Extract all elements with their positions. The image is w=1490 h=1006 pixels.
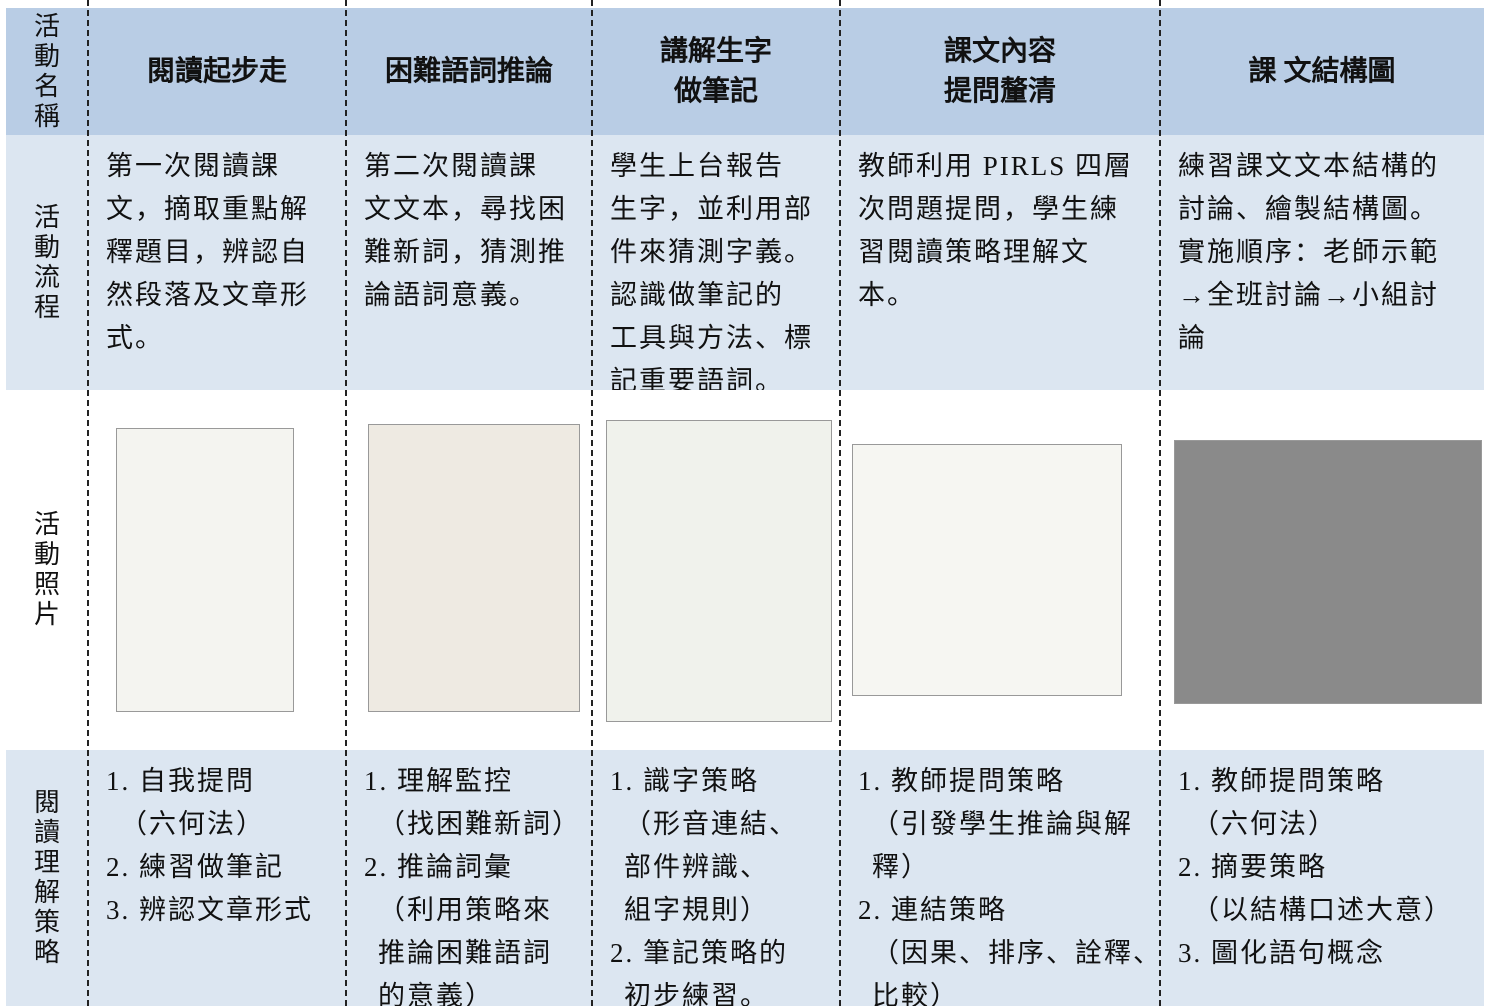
cell-text: 釋） <box>872 852 930 882</box>
label-text: 閱讀理解策略 <box>34 788 61 967</box>
cell-text: （因果、排序、詮釋、 <box>872 938 1160 968</box>
row-label: 活動照片 <box>6 390 88 750</box>
column-header: 閱讀起步走 <box>88 8 346 135</box>
column-divider <box>1159 0 1161 1006</box>
cell: 1. 理解監控 （找困難新詞） 2. 推論詞彙 （利用策略來 推論困難語詞的意義） <box>346 750 592 1006</box>
cell-text: 實施順序：老師示範 <box>1178 237 1439 267</box>
cell-text: 然段落及文章形 <box>106 280 309 310</box>
column-header: 課 文結構圖 <box>1160 8 1484 135</box>
cell-text: 教師利用 PIRLS 四層 <box>858 151 1134 181</box>
column-header: 課文內容 提問釐清 <box>840 8 1160 135</box>
cell-text: 初步練習。 <box>624 981 769 1006</box>
cell-text: 工具與方法、標 <box>610 323 813 353</box>
header-text: 做筆記 <box>673 75 758 107</box>
cell: 第一次閱讀課 文，摘取重點解 釋題目，辨認自 然段落及文章形 式。 <box>88 135 346 390</box>
activity-photo <box>852 444 1122 696</box>
cell-text: 論 <box>1178 323 1207 353</box>
activity-photo <box>606 420 832 722</box>
column-divider <box>87 0 89 1006</box>
cell-text: 次問題提問，學生練 <box>858 194 1119 224</box>
cell-text: 1. 自我提問 <box>106 766 255 796</box>
cell: 學生上台報告 生字，並利用部 件來猜測字義。 認識做筆記的 工具與方法、標記重要語詞。 <box>592 135 840 390</box>
cell-text: 文文本，尋找困 <box>364 194 567 224</box>
cell-text: 3. 辨認文章形式 <box>106 895 313 925</box>
cell-text: 2. 推論詞彙 <box>364 852 513 882</box>
cell-text: （六何法） <box>1192 809 1337 839</box>
header-text: 課文內容 <box>943 35 1056 67</box>
activity-photo <box>368 424 580 712</box>
cell-text: 難新詞，猜測推 <box>364 237 567 267</box>
cell-text: （以結構口述大意） <box>1192 895 1453 925</box>
cell-text: 1. 教師提問策略 <box>1178 766 1385 796</box>
cell-text: 件來猜測字義。 <box>610 237 813 267</box>
header-text: 講解生字 <box>659 35 772 67</box>
cell-text: 2. 筆記策略的 <box>610 938 788 968</box>
cell-text: 的意義） <box>378 981 494 1006</box>
cell: 1. 教師提問策略 （引發學生推論與解 釋） 2. 連結策略 （因果、排序、詮釋、比較） <box>840 750 1160 1006</box>
activity-photo <box>116 428 294 712</box>
cell-text: 2. 練習做筆記 <box>106 852 284 882</box>
cell-text: 組字規則） <box>624 895 769 925</box>
column-divider <box>839 0 841 1006</box>
cell: 1. 自我提問 （六何法） 2. 練習做筆記 3. 辨認文章形式 <box>88 750 346 1006</box>
cell-text: 本。 <box>858 280 916 310</box>
header-text: 閱讀起步走 <box>146 55 287 87</box>
cell-text: 1. 理解監控 <box>364 766 513 796</box>
cell-text: 式。 <box>106 323 164 353</box>
cell-text: 第二次閱讀課 <box>364 151 538 181</box>
cell-text: 練習課文文本結構的 <box>1178 151 1439 181</box>
label-text: 活動名稱 <box>34 11 61 131</box>
cell-text: →全班討論→小組討 <box>1178 280 1439 310</box>
cell-text: 認識做筆記的 <box>610 280 784 310</box>
label-text: 活動流程 <box>34 202 61 322</box>
cell-text: 第一次閱讀課 <box>106 151 280 181</box>
row-label: 活動流程 <box>6 135 88 390</box>
cell-text: 3. 圖化語句概念 <box>1178 938 1385 968</box>
header-text: 困難語詞推論 <box>384 55 553 87</box>
column-divider <box>591 0 593 1006</box>
cell-text: 2. 連結策略 <box>858 895 1007 925</box>
cell-text: 1. 識字策略 <box>610 766 759 796</box>
cell: 第二次閱讀課 文文本，尋找困 難新詞，猜測推 論語詞意義。 <box>346 135 592 390</box>
cell-text: 2. 摘要策略 <box>1178 852 1327 882</box>
cell: 1. 教師提問策略 （六何法） 2. 摘要策略 （以結構口述大意） 3. 圖化語句概念 <box>1160 750 1484 1006</box>
cell-text: 1. 教師提問策略 <box>858 766 1065 796</box>
header-text: 課 文結構圖 <box>1248 55 1396 87</box>
cell-text: （六何法） <box>120 809 265 839</box>
activity-photo <box>1174 440 1482 704</box>
row-label: 閱讀理解策略 <box>6 750 88 1006</box>
column-header: 困難語詞推論 <box>346 8 592 135</box>
cell-text: 習閱讀策略理解文 <box>858 237 1090 267</box>
column-header: 講解生字 做筆記 <box>592 8 840 135</box>
cell-text: 論語詞意義。 <box>364 280 538 310</box>
row-label: 活動名稱 <box>6 8 88 135</box>
label-text: 活動照片 <box>34 510 61 629</box>
cell: 1. 識字策略 （形音連結、 部件辨識、組字規則） 2. 筆記策略的初步練習。 <box>592 750 840 1006</box>
column-divider <box>345 0 347 1006</box>
cell-text: 比較） <box>872 981 959 1006</box>
cell-text: （利用策略來 <box>378 895 552 925</box>
cell-text: 部件辨識、 <box>624 852 769 882</box>
cell-text: （找困難新詞） <box>378 809 581 839</box>
cell-text: 釋題目，辨認自 <box>106 237 309 267</box>
cell-text: 記重要語詞。 <box>610 366 784 390</box>
cell-text: 討論、繪製結構圖。 <box>1178 194 1439 224</box>
cell-text: 推論困難語詞 <box>378 938 552 968</box>
header-text: 提問釐清 <box>943 75 1056 107</box>
cell-text: （引發學生推論與解 <box>872 809 1133 839</box>
cell-text: 文，摘取重點解 <box>106 194 309 224</box>
cell-text: 學生上台報告 <box>610 151 784 181</box>
cell-text: 生字，並利用部 <box>610 194 813 224</box>
cell: 教師利用 PIRLS 四層 次問題提問，學生練 習閱讀策略理解文 本。 <box>840 135 1160 390</box>
cell-text: （形音連結、 <box>624 809 798 839</box>
cell: 練習課文文本結構的 討論、繪製結構圖。 實施順序：老師示範 →全班討論→小組討論 <box>1160 135 1484 390</box>
